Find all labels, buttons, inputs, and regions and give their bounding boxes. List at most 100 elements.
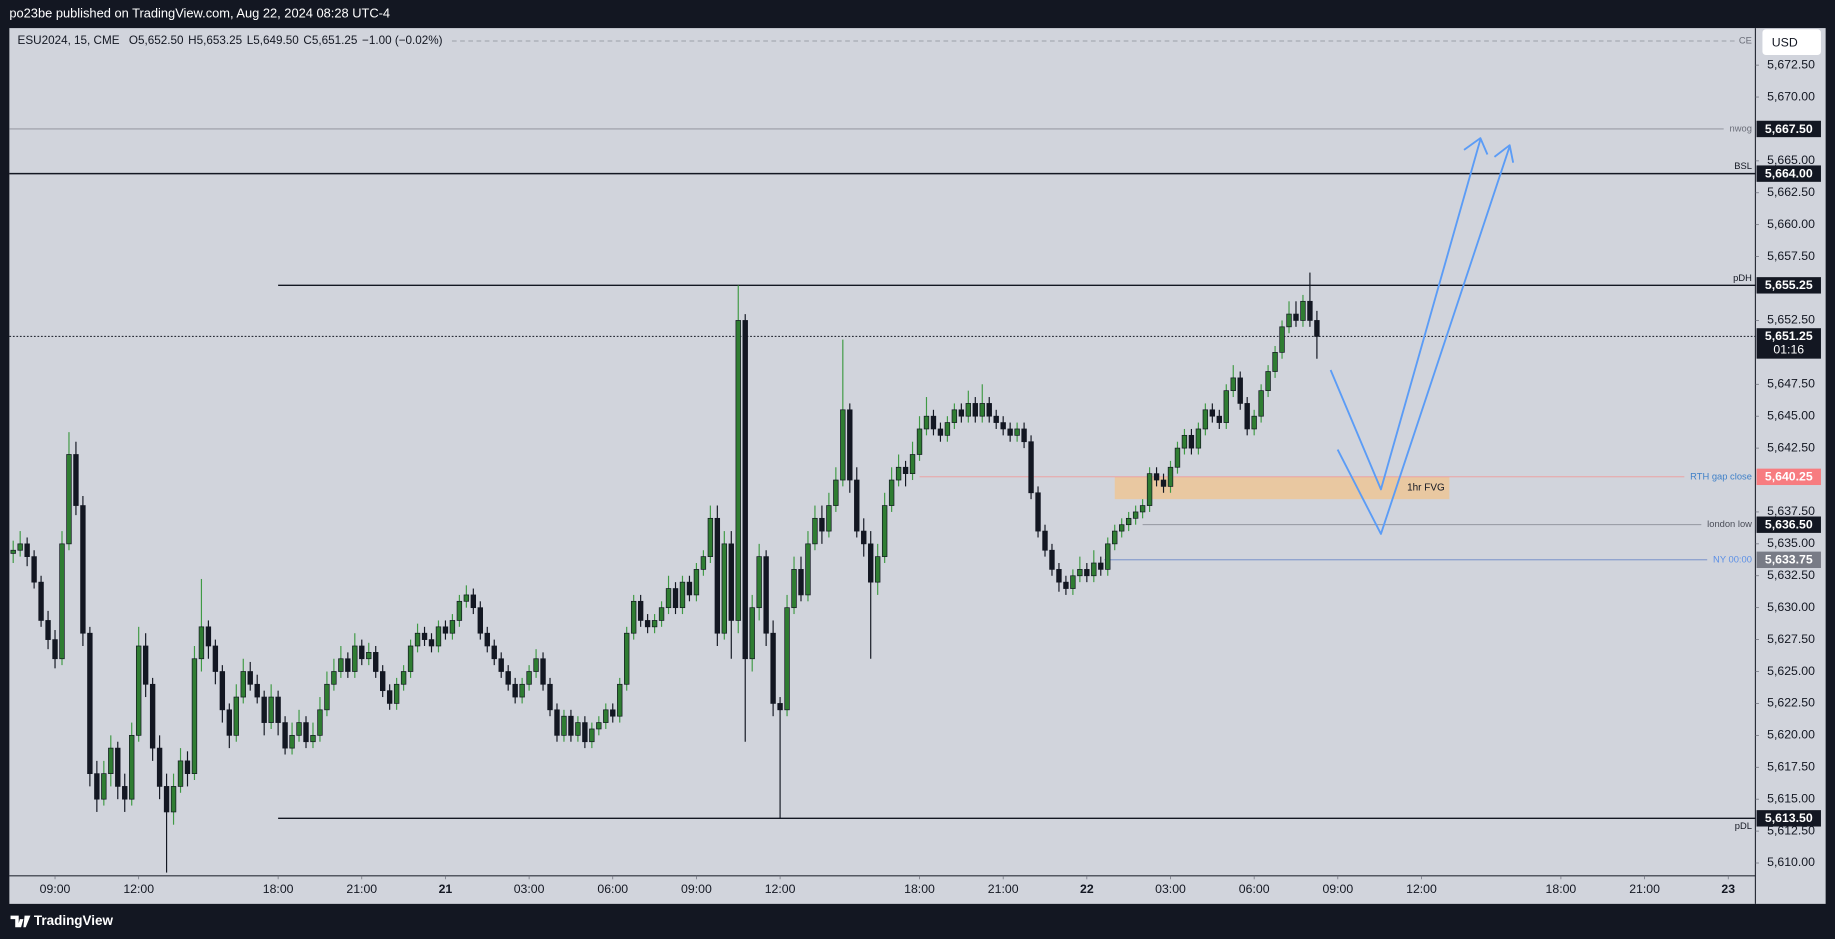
candle-body: [184, 760, 191, 774]
candle-body: [519, 683, 525, 698]
candle-body: [1119, 524, 1125, 532]
candle-body: [1063, 581, 1069, 589]
candle-body: [87, 632, 93, 774]
candle-body: [149, 683, 156, 749]
arrow-head: [1463, 137, 1489, 155]
candle-body: [693, 569, 700, 596]
candle-body: [317, 709, 323, 736]
candle-body: [324, 683, 330, 711]
candle-body: [101, 773, 107, 800]
candle-body: [791, 569, 797, 609]
legend-item: C5,651.25: [303, 34, 357, 47]
candle-body: [833, 479, 839, 506]
price-box-label: 5,667.50: [1765, 122, 1813, 136]
candle-body: [979, 403, 985, 417]
candle-body: [672, 588, 679, 609]
candle-body: [1146, 473, 1153, 506]
y-tick-label: 5,610.00: [1767, 855, 1815, 869]
publisher-header: po23be published on TradingView.com, Aug…: [9, 5, 390, 20]
price-box: [1756, 120, 1821, 138]
candle-body: [826, 505, 832, 532]
candle-body: [707, 517, 714, 557]
x-tick-label: 22: [1080, 882, 1094, 896]
candle-body: [1209, 409, 1216, 417]
candle-body: [909, 454, 916, 474]
candle-body: [533, 658, 539, 672]
y-tick-label: 5,627.50: [1767, 632, 1815, 646]
y-tick-label: 5,615.00: [1767, 791, 1815, 805]
projection-path: [1336, 146, 1511, 535]
candle-body: [1223, 390, 1229, 423]
candle-body: [575, 722, 581, 736]
currency-box[interactable]: [1762, 29, 1821, 56]
candle-body: [805, 543, 811, 596]
candle-body: [1265, 371, 1271, 392]
candle-body: [247, 671, 253, 685]
level-label: RTH gap close: [1690, 471, 1752, 481]
candle-body: [735, 320, 741, 621]
candle-body: [135, 645, 142, 736]
price-box-label: 5,636.50: [1765, 518, 1813, 532]
candle-body: [108, 747, 114, 774]
candle-body: [1132, 511, 1139, 519]
candle-body: [386, 690, 393, 704]
candle-body: [923, 415, 930, 430]
candle-body: [1244, 403, 1250, 430]
candle-body: [854, 479, 860, 532]
x-tick-label: 23: [1721, 882, 1735, 896]
candle-body: [1230, 377, 1236, 392]
candle-body: [756, 556, 762, 609]
fvg-zone: [1114, 476, 1450, 500]
candle-body: [226, 709, 233, 736]
price-box-label: 5,664.00: [1765, 166, 1813, 180]
candle-body: [1160, 479, 1167, 487]
y-tick-label: 5,617.50: [1767, 760, 1815, 774]
candle-body: [73, 454, 79, 506]
candle-body: [198, 626, 205, 660]
candle-body: [268, 696, 274, 723]
ce-label: CE: [1739, 35, 1752, 45]
candle-body: [770, 632, 776, 704]
candle-body: [1307, 300, 1313, 321]
candle-body: [630, 600, 637, 634]
footer-logo: TradingView: [10, 913, 113, 928]
candle-body: [1035, 492, 1041, 532]
candle-body: [1167, 466, 1174, 487]
candle-body: [840, 409, 846, 481]
y-tick-label: 5,642.50: [1767, 440, 1815, 454]
level-label: london low: [1707, 519, 1752, 529]
candle-body: [1014, 428, 1020, 436]
candle-body: [393, 683, 400, 704]
x-tick-label: 21:00: [988, 882, 1019, 896]
candle-body: [1105, 543, 1111, 570]
candle-body: [163, 786, 170, 813]
y-tick-label: 5,662.50: [1767, 185, 1815, 199]
candle-body: [156, 747, 163, 787]
candle-body: [1056, 569, 1062, 583]
candle-body: [895, 466, 902, 481]
candle-body: [1084, 569, 1090, 577]
x-tick-label: 21:00: [1629, 882, 1660, 896]
candle-body: [219, 671, 226, 711]
logo-mark: [10, 915, 31, 928]
candle-body: [212, 645, 219, 672]
candle-body: [603, 709, 609, 723]
candle-body: [1028, 441, 1034, 494]
candle-body: [589, 728, 595, 743]
candle-body: [784, 607, 790, 711]
candle-body: [407, 645, 414, 672]
candle-body: [45, 620, 51, 640]
legend-item: ESU2024, 15, CME: [18, 34, 120, 47]
legend-item: L5,649.50: [247, 34, 299, 47]
candle-body: [610, 709, 616, 717]
candle-body: [38, 581, 44, 621]
candle-body: [10, 549, 16, 554]
level-label: pDH: [1733, 273, 1752, 283]
level-label: nwog: [1730, 123, 1752, 133]
currency[interactable]: USD: [1772, 36, 1798, 50]
candle-body: [1070, 575, 1076, 589]
candle-body: [498, 658, 504, 672]
candle-body: [637, 600, 644, 621]
candle-body: [449, 620, 456, 634]
